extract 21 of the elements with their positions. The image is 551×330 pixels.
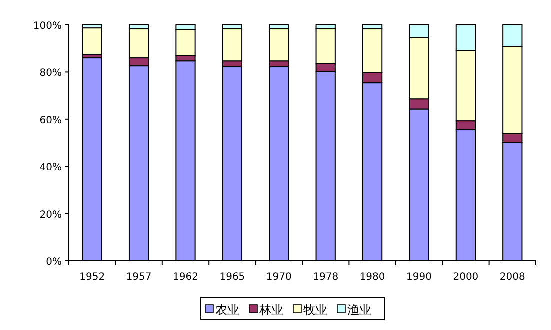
- y-tick-label: 60%: [40, 115, 62, 126]
- legend-label: 渔业: [348, 303, 372, 317]
- x-tick-label: 1990: [406, 272, 432, 283]
- x-tick-label: 1965: [220, 272, 246, 283]
- x-tick-label: 1978: [313, 272, 339, 283]
- x-tick-label: 1952: [80, 272, 106, 283]
- x-tick-label: 2008: [500, 272, 526, 283]
- x-tick-label: 1980: [360, 272, 386, 283]
- y-tick-label: 40%: [40, 162, 62, 174]
- y-tick-label: 0%: [46, 257, 62, 268]
- bar: [82, 28, 102, 56]
- legend-label: 农业: [216, 303, 240, 317]
- legend-label: 牧业: [304, 303, 328, 317]
- y-tick-label: 80%: [40, 68, 62, 80]
- x-tick-label: 2000: [453, 272, 479, 283]
- legend-label: 林业: [258, 303, 284, 317]
- y-tick-label: 100%: [33, 21, 62, 32]
- x-tick-label: 1957: [126, 272, 152, 283]
- x-tick-label: 1970: [266, 272, 292, 283]
- x-tick-label: 1962: [173, 272, 198, 283]
- y-tick-label: 20%: [40, 210, 62, 221]
